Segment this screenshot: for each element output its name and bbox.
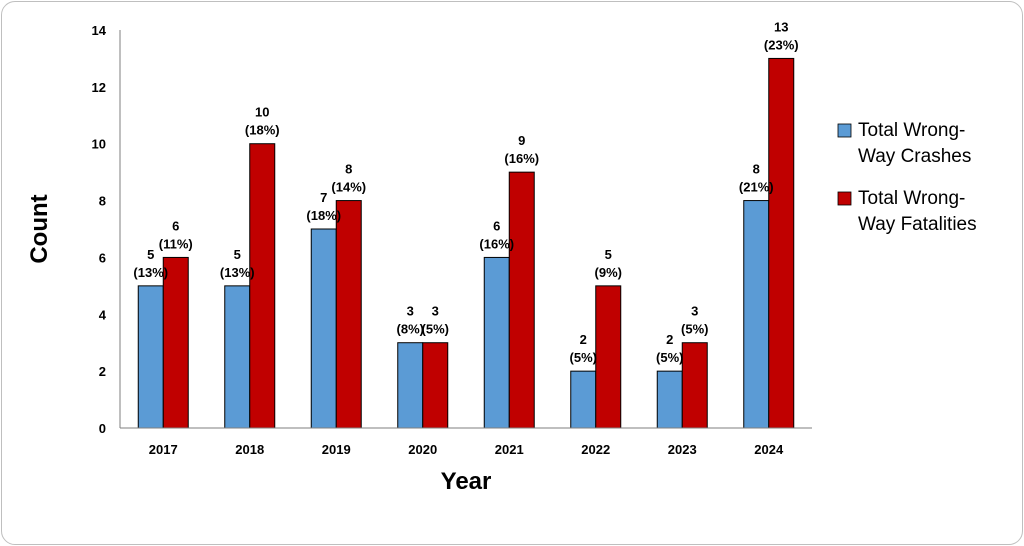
y-tick-label: 6 — [99, 250, 106, 265]
data-label-percent: (5%) — [570, 350, 597, 365]
data-label-value: 8 — [345, 162, 352, 177]
data-label-percent: (18%) — [306, 208, 341, 223]
bar-fatalities — [422, 342, 449, 429]
data-label-value: 9 — [518, 133, 525, 148]
legend-label: Total Wrong- — [858, 120, 965, 141]
data-label-percent: (13%) — [220, 265, 255, 280]
data-label-value: 3 — [691, 304, 698, 319]
x-axis-ticks: 2017 2018 2019 2020 2021 2022 2023 2024 — [149, 442, 784, 457]
legend-label: Way Crashes — [858, 146, 971, 167]
bar-crashes — [743, 200, 770, 429]
data-label-percent: (13%) — [133, 265, 168, 280]
data-label-value: 8 — [753, 162, 760, 177]
y-tick-label: 10 — [92, 137, 106, 152]
y-axis-title: Count — [26, 194, 53, 263]
bar-crashes — [483, 256, 510, 429]
data-label-value: 3 — [432, 304, 439, 319]
bar-fatalities — [508, 171, 535, 429]
data-label-percent: (18%) — [245, 123, 280, 138]
y-tick-label: 0 — [99, 421, 106, 436]
data-label-value: 7 — [320, 190, 327, 205]
data-label-value: 2 — [666, 332, 673, 347]
bar-crashes — [656, 370, 683, 429]
data-label-value: 2 — [580, 332, 587, 347]
bar-fatalities — [595, 285, 622, 429]
data-label-value: 6 — [172, 218, 179, 233]
data-label-percent: (8%) — [397, 322, 424, 337]
bar-crashes — [310, 228, 337, 429]
data-label-value: 5 — [605, 247, 612, 262]
bars — [137, 57, 795, 429]
bar-fatalities — [249, 143, 276, 429]
data-label-percent: (23%) — [764, 37, 799, 52]
bar-fatalities — [162, 256, 189, 429]
data-label-percent: (16%) — [479, 236, 514, 251]
legend-label: Way Fatalities — [858, 214, 977, 235]
x-tick-label: 2020 — [408, 442, 437, 457]
data-labels: 5 (13%) 6 (11%) 5 (13%) 10 (18%) 7 (18%) 8 (14%) 3 (8… — [133, 19, 798, 365]
data-label-value: 5 — [234, 247, 241, 262]
data-label-percent: (21%) — [739, 180, 774, 195]
data-label-percent: (14%) — [331, 180, 366, 195]
bar-crashes — [570, 370, 597, 429]
bar-crashes — [224, 285, 251, 429]
legend: Total Wrong- Way Crashes Total Wrong- Way F… — [837, 120, 977, 235]
data-label-percent: (9%) — [595, 265, 622, 280]
x-tick-label: 2018 — [235, 442, 264, 457]
legend-swatch-crashes — [837, 123, 852, 138]
data-label-value: 5 — [147, 247, 154, 262]
x-tick-label: 2023 — [668, 442, 697, 457]
y-tick-label: 14 — [92, 23, 107, 38]
data-label-percent: (5%) — [656, 350, 683, 365]
x-tick-label: 2022 — [581, 442, 610, 457]
x-tick-label: 2024 — [754, 442, 784, 457]
data-label-percent: (5%) — [681, 322, 708, 337]
legend-label: Total Wrong- — [858, 188, 965, 209]
x-axis-title: Year — [441, 468, 492, 495]
bar-crashes — [397, 342, 424, 429]
bar-fatalities — [335, 200, 362, 429]
legend-swatch-fatalities — [837, 191, 852, 206]
x-tick-label: 2019 — [322, 442, 351, 457]
x-tick-label: 2021 — [495, 442, 524, 457]
y-axis-ticks: 0 2 4 6 8 10 12 14 — [92, 23, 107, 436]
x-tick-label: 2017 — [149, 442, 178, 457]
data-label-percent: (5%) — [422, 322, 449, 337]
y-tick-label: 8 — [99, 194, 106, 209]
bar-crashes — [137, 285, 164, 429]
data-label-percent: (11%) — [159, 236, 193, 251]
y-tick-label: 4 — [99, 307, 107, 322]
bar-fatalities — [681, 342, 708, 429]
data-label-value: 10 — [255, 105, 269, 120]
y-tick-label: 2 — [99, 364, 106, 379]
data-label-value: 3 — [407, 304, 414, 319]
data-label-value: 13 — [774, 19, 788, 34]
data-label-value: 6 — [493, 218, 500, 233]
bar-fatalities — [768, 57, 795, 429]
data-label-percent: (16%) — [504, 151, 539, 166]
y-tick-label: 12 — [92, 80, 106, 95]
